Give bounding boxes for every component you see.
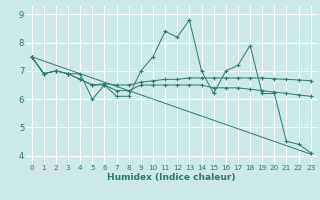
X-axis label: Humidex (Indice chaleur): Humidex (Indice chaleur) — [107, 173, 236, 182]
